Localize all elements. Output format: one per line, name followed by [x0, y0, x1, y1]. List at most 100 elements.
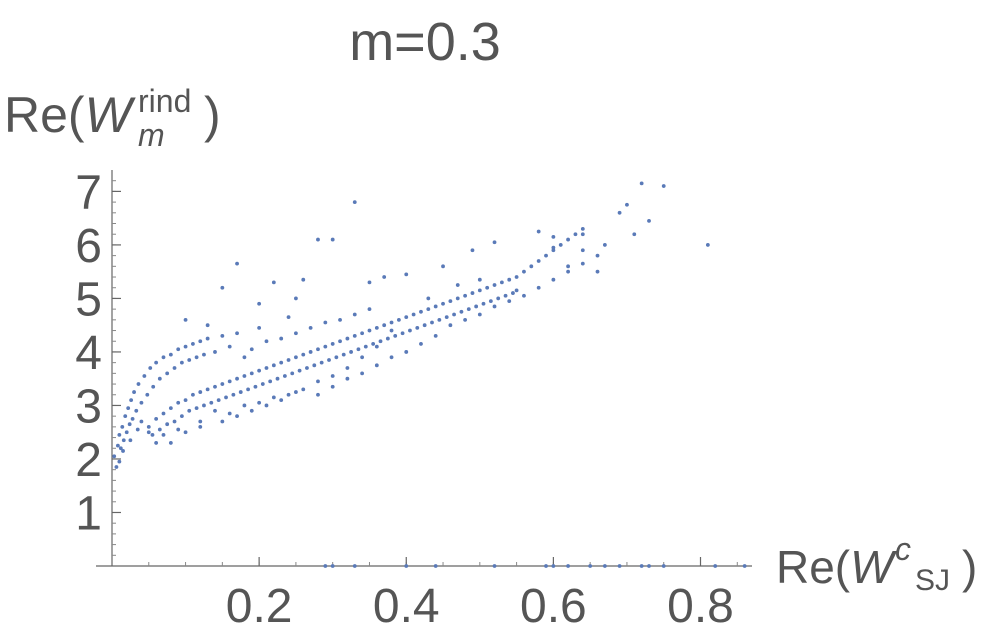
data-point — [136, 382, 141, 386]
data-point — [165, 371, 170, 376]
data-point — [301, 277, 306, 282]
data-points — [112, 181, 747, 568]
data-point — [115, 443, 120, 448]
svg-text:Re(W: Re(W — [776, 541, 898, 593]
svg-text:Re(W: Re(W — [4, 87, 137, 143]
data-point — [312, 363, 317, 368]
data-point — [264, 339, 269, 344]
data-point — [129, 398, 134, 403]
data-point — [345, 366, 350, 370]
data-point — [257, 325, 262, 330]
data-point — [294, 296, 298, 301]
data-point — [452, 312, 456, 317]
data-point — [661, 184, 666, 188]
data-point — [179, 360, 184, 365]
data-point — [477, 277, 482, 282]
data-point — [213, 350, 217, 354]
data-point — [444, 315, 449, 320]
data-point — [126, 406, 131, 411]
data-point — [301, 352, 306, 357]
data-point — [499, 280, 504, 285]
data-point — [238, 390, 243, 394]
data-point — [374, 363, 379, 368]
data-point — [123, 414, 128, 419]
data-point — [198, 424, 203, 429]
data-point — [522, 269, 526, 274]
data-point — [647, 564, 651, 568]
data-point — [341, 352, 346, 357]
data-point — [194, 355, 199, 360]
data-point — [121, 449, 125, 453]
data-point — [422, 323, 427, 328]
data-point — [294, 355, 298, 360]
data-point — [145, 392, 150, 397]
data-point — [260, 382, 265, 386]
data-point — [400, 331, 405, 336]
data-point — [404, 272, 409, 277]
data-point — [511, 291, 515, 295]
data-point — [470, 248, 475, 253]
data-point — [352, 333, 357, 338]
y-tick-label: 2 — [75, 434, 102, 487]
data-point — [154, 360, 159, 365]
data-point — [580, 232, 585, 237]
data-point — [127, 422, 132, 427]
data-point — [323, 320, 328, 325]
data-point — [330, 384, 335, 389]
data-point — [117, 432, 122, 437]
data-point — [455, 283, 460, 287]
data-point — [463, 317, 468, 322]
data-point — [120, 424, 125, 429]
data-point — [191, 342, 195, 346]
data-point — [327, 358, 331, 362]
data-point — [492, 240, 497, 245]
data-point — [231, 392, 236, 397]
data-point — [146, 424, 151, 429]
data-point — [580, 248, 585, 253]
data-point — [393, 333, 398, 338]
data-point — [551, 564, 556, 568]
data-point — [330, 237, 335, 242]
data-point — [625, 202, 629, 207]
data-point — [551, 248, 556, 253]
data-point — [360, 355, 365, 360]
data-point — [157, 376, 162, 381]
data-point — [198, 390, 203, 394]
data-point — [367, 307, 372, 312]
data-point — [466, 307, 471, 312]
data-point — [437, 317, 442, 322]
x-tick-label: 0.6 — [520, 580, 587, 633]
x-axis-label-sup: c — [895, 531, 911, 567]
data-point — [157, 427, 162, 432]
data-point — [271, 395, 276, 400]
data-point — [271, 363, 276, 368]
data-point — [426, 307, 431, 312]
data-point — [602, 243, 607, 247]
data-point — [470, 291, 475, 295]
data-point — [124, 430, 129, 435]
data-point — [308, 350, 313, 354]
data-point — [161, 355, 166, 360]
data-point — [183, 430, 188, 435]
data-point — [485, 285, 490, 290]
data-point — [474, 304, 479, 309]
data-point — [220, 419, 225, 424]
data-point — [142, 374, 147, 378]
data-point — [279, 336, 284, 341]
data-point — [382, 275, 387, 279]
data-point — [242, 374, 247, 378]
data-point — [536, 259, 541, 263]
data-point — [551, 245, 556, 250]
data-point — [305, 366, 309, 370]
data-point — [448, 323, 453, 328]
data-point — [294, 331, 298, 336]
data-point — [198, 339, 203, 344]
data-point — [286, 315, 291, 320]
data-point — [661, 564, 666, 568]
data-point — [477, 312, 482, 317]
data-point — [319, 360, 324, 365]
y-tick-label: 1 — [75, 487, 102, 540]
data-point — [492, 564, 497, 568]
data-point — [742, 564, 747, 568]
